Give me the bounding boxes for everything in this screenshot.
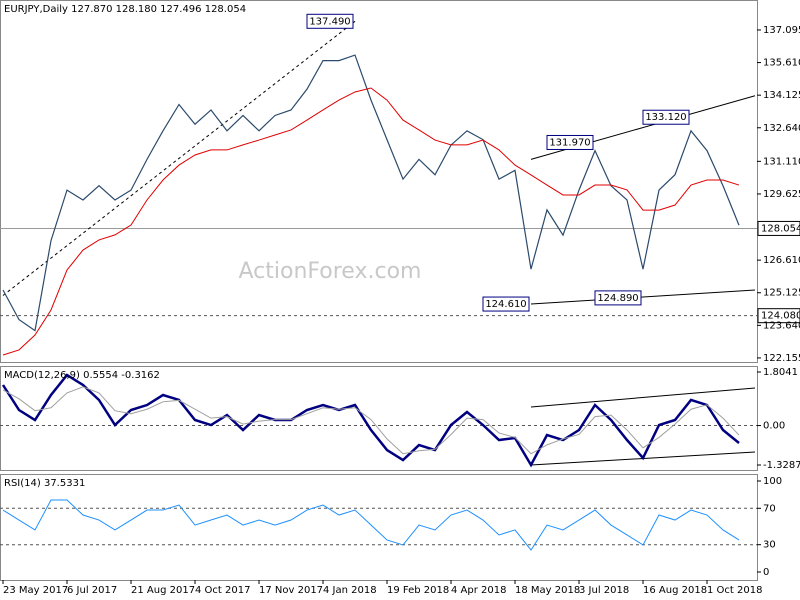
panel-frame bbox=[0, 474, 758, 581]
series-line bbox=[2, 87, 740, 356]
x-tick-label: 4 Oct 2017 bbox=[195, 585, 250, 596]
series-line bbox=[1, 373, 740, 468]
x-tick-label: 18 May 2018 bbox=[515, 585, 580, 596]
x-tick-label: 3 Jul 2018 bbox=[579, 585, 629, 596]
y-tick-label: 0 bbox=[763, 567, 769, 578]
series-line bbox=[2, 499, 740, 551]
annotation-box bbox=[546, 134, 594, 150]
y-tick-label: 122.155 bbox=[763, 353, 800, 364]
y-tick-label: 126.610 bbox=[763, 255, 800, 266]
x-tick-label: 21 Aug 2017 bbox=[131, 585, 195, 596]
y-tick-label: 100 bbox=[763, 476, 782, 487]
annotation-label: 124.890 bbox=[597, 293, 638, 304]
x-tick-label: 4 Jan 2018 bbox=[323, 585, 377, 596]
panel-title: RSI(14) 37.5331 bbox=[4, 478, 85, 489]
panel-title: MACD(12,26,9) 0.5554 -0.3162 bbox=[4, 370, 160, 381]
annotation-label: 133.120 bbox=[645, 112, 686, 123]
y-tick-label: 134.125 bbox=[763, 90, 800, 101]
x-tick-label: 1 Oct 2018 bbox=[707, 585, 762, 596]
annotation-label: 137.490 bbox=[309, 16, 350, 27]
y-tick-label: 125.125 bbox=[763, 288, 800, 299]
y-tick-label: 129.625 bbox=[763, 189, 800, 200]
y-tick-label: 137.095 bbox=[763, 25, 800, 36]
panel-frame bbox=[0, 0, 758, 363]
x-tick-label: 4 Apr 2018 bbox=[451, 585, 506, 596]
trendline bbox=[530, 387, 756, 408]
annotation-box bbox=[482, 296, 530, 312]
trendline bbox=[2, 20, 356, 296]
y-tick-label: -1.3287 bbox=[763, 460, 800, 471]
x-tick-label: 19 Feb 2018 bbox=[387, 585, 449, 596]
last-price-box bbox=[757, 220, 800, 236]
x-tick-label: 17 Nov 2017 bbox=[259, 585, 323, 596]
level-box bbox=[757, 308, 800, 324]
trendline bbox=[530, 289, 756, 305]
watermark: ActionForex.com bbox=[239, 259, 422, 284]
y-tick-label: 30 bbox=[763, 540, 776, 551]
annotation-box bbox=[642, 109, 690, 125]
annotation-box bbox=[306, 13, 354, 29]
panel-frame bbox=[0, 366, 758, 471]
x-tick-label: 16 Aug 2018 bbox=[643, 585, 707, 596]
y-tick-label: 123.640 bbox=[763, 320, 800, 331]
y-tick-label: 131.110 bbox=[763, 156, 800, 167]
series-line bbox=[2, 54, 740, 332]
last-price-label: 128.054 bbox=[761, 223, 800, 234]
x-tick-label: 6 Jul 2017 bbox=[67, 585, 117, 596]
y-tick-label: 132.640 bbox=[763, 123, 800, 134]
x-tick-label: 23 May 2017 bbox=[3, 585, 68, 596]
annotation-box bbox=[594, 290, 642, 306]
annotation-label: 124.610 bbox=[485, 299, 526, 310]
y-tick-label: 1.8041 bbox=[763, 367, 798, 378]
panel-title: EURJPY,Daily 127.870 128.180 127.496 128… bbox=[4, 4, 246, 15]
y-tick-label: 70 bbox=[763, 503, 776, 514]
annotation-label: 131.970 bbox=[549, 137, 590, 148]
series-line bbox=[2, 386, 740, 455]
level-label: 124.080 bbox=[761, 311, 800, 322]
y-tick-label: 0.00 bbox=[763, 421, 785, 432]
y-tick-label: 135.610 bbox=[763, 58, 800, 69]
